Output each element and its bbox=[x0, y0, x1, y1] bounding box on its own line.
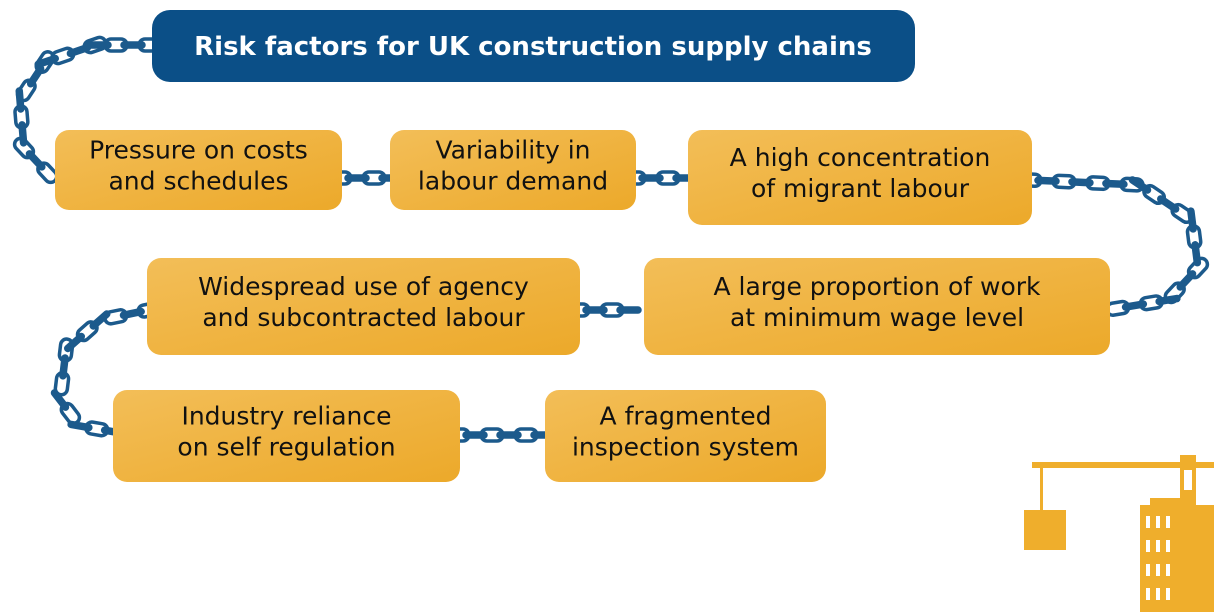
nodes: Pressure on costs and schedules Variabilit… bbox=[55, 130, 1110, 482]
node-label-line: inspection system bbox=[572, 433, 799, 462]
chain-link bbox=[616, 306, 642, 314]
chain-link bbox=[25, 150, 46, 171]
node-label-line: Variability in bbox=[435, 136, 590, 165]
node-label-line: on self regulation bbox=[177, 433, 395, 462]
chain-link bbox=[1176, 270, 1197, 291]
node-label: A high concentration of migrant labour bbox=[730, 143, 991, 203]
node-label: A fragmented inspection system bbox=[572, 402, 799, 462]
node-label: Pressure on costs and schedules bbox=[89, 136, 308, 196]
node: Variability in labour demand bbox=[390, 130, 636, 210]
node: Pressure on costs and schedules bbox=[55, 130, 342, 210]
chain-link bbox=[36, 161, 59, 185]
crane-icon bbox=[1024, 455, 1214, 612]
node-label: Industry reliance on self regulation bbox=[177, 402, 395, 462]
chain-link bbox=[53, 371, 71, 397]
node-label-line: A high concentration bbox=[730, 143, 991, 172]
node-box bbox=[688, 130, 1032, 225]
node-label: Variability in labour demand bbox=[418, 136, 608, 196]
node-label-line: A large proportion of work bbox=[713, 272, 1041, 301]
node-label-line: at minimum wage level bbox=[730, 303, 1024, 332]
node: Widespread use of agency and subcontracte… bbox=[147, 258, 580, 355]
node-label-line: Widespread use of agency bbox=[198, 272, 529, 301]
node-box bbox=[147, 258, 580, 355]
node-box bbox=[390, 130, 636, 210]
node-label-line: and subcontracted labour bbox=[202, 303, 525, 332]
title: Risk factors for UK construction supply … bbox=[194, 32, 872, 62]
chain-link bbox=[64, 332, 86, 353]
node-box bbox=[113, 390, 460, 482]
node-label-line: Industry reliance bbox=[181, 402, 391, 431]
node: A high concentration of migrant labour bbox=[688, 130, 1032, 225]
node: A large proportion of work at minimum wag… bbox=[644, 258, 1110, 355]
title-box bbox=[152, 10, 915, 82]
node-label-line: and schedules bbox=[108, 167, 288, 196]
node-label-line: labour demand bbox=[418, 167, 608, 196]
node-label: Widespread use of agency and subcontracte… bbox=[198, 272, 529, 332]
node-label: A large proportion of work at minimum wag… bbox=[713, 272, 1041, 332]
node: Industry reliance on self regulation bbox=[113, 390, 460, 482]
node-label-line: Pressure on costs bbox=[89, 136, 308, 165]
node-box bbox=[644, 258, 1110, 355]
chains bbox=[12, 35, 1210, 443]
node-label-line: of migrant labour bbox=[751, 174, 970, 203]
node-label-line: A fragmented bbox=[600, 402, 772, 431]
node-box bbox=[55, 130, 342, 210]
node: A fragmented inspection system bbox=[545, 390, 826, 482]
node-box bbox=[545, 390, 826, 482]
